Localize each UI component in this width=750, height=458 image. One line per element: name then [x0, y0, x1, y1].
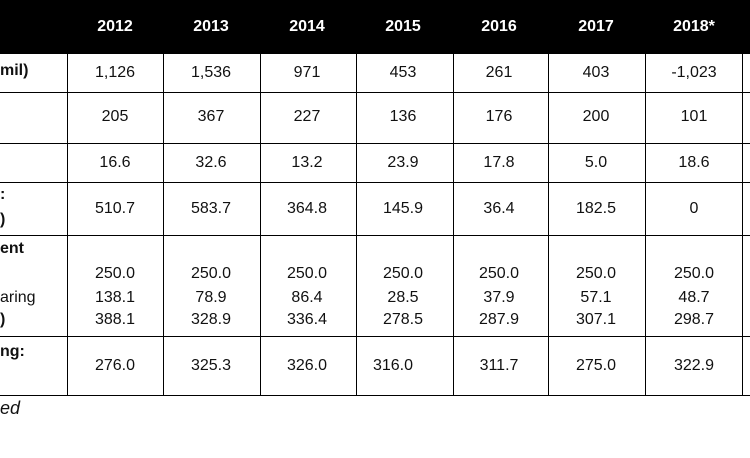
- table-cell: 5.0: [584, 154, 608, 171]
- column-divider: [356, 53, 357, 396]
- table-cell: 227: [293, 108, 321, 125]
- column-divider: [742, 53, 743, 396]
- header-row: [0, 0, 750, 53]
- table-cell: 28.5: [387, 289, 419, 306]
- year-header-2012: 2012: [97, 18, 133, 35]
- table-cell: 145.9: [382, 200, 424, 217]
- year-header-2017: 2017: [578, 18, 614, 35]
- table-cell: 136: [389, 108, 417, 125]
- column-divider: [163, 53, 164, 396]
- table-cell: 307.1: [575, 311, 617, 328]
- row-divider: [0, 395, 750, 396]
- row-divider: [0, 143, 750, 144]
- table-cell: 0: [689, 200, 699, 217]
- column-divider: [67, 53, 68, 396]
- table-cell: 453: [389, 64, 417, 81]
- table-cell: 250.0: [673, 265, 715, 282]
- table-cell: 138.1: [94, 289, 136, 306]
- table-cell: 325.3: [190, 357, 232, 374]
- row-label: ng:: [0, 343, 25, 360]
- table-cell: 250.0: [382, 265, 424, 282]
- table-cell: 278.5: [382, 311, 424, 328]
- table-cell: 23.9: [387, 154, 419, 171]
- row-label: ): [0, 211, 6, 228]
- table-cell: 250.0: [190, 265, 232, 282]
- table-cell: -1,023: [671, 64, 717, 81]
- row-label: aring: [0, 289, 36, 306]
- table-cell: 17.8: [483, 154, 515, 171]
- table-cell: 48.7: [678, 289, 710, 306]
- column-divider: [645, 53, 646, 396]
- table-cell: 1,536: [190, 64, 232, 81]
- table-cell: 328.9: [190, 311, 232, 328]
- table-cell: 250.0: [286, 265, 328, 282]
- table-cell: 364.8: [286, 200, 328, 217]
- table-cell: 86.4: [291, 289, 323, 306]
- table-cell: 583.7: [190, 200, 232, 217]
- row-label: ): [0, 311, 6, 328]
- table-cell: 182.5: [575, 200, 617, 217]
- row-label: ent: [0, 240, 24, 257]
- column-divider: [548, 53, 549, 396]
- table-cell: 322.9: [673, 357, 715, 374]
- table-cell: 971: [293, 64, 321, 81]
- row-label: mil): [0, 62, 29, 79]
- table-cell: 275.0: [575, 357, 617, 374]
- table-cell: 403: [582, 64, 610, 81]
- table-cell: 57.1: [580, 289, 612, 306]
- table-cell: 336.4: [286, 311, 328, 328]
- table-cell: 16.6: [99, 154, 131, 171]
- table-cell: 367: [197, 108, 225, 125]
- table-cell: 261: [485, 64, 513, 81]
- year-header-2015: 2015: [385, 18, 421, 35]
- row-divider: [0, 53, 750, 54]
- year-header-2013: 2013: [193, 18, 229, 35]
- table-cell: 37.9: [483, 289, 515, 306]
- table-cell: 287.9: [478, 311, 520, 328]
- row-label: :: [0, 186, 6, 203]
- table-cell: 1,126: [94, 64, 136, 81]
- table-cell: 326.0: [286, 357, 328, 374]
- table-cell: 18.6: [678, 154, 710, 171]
- table-cell: 250.0: [575, 265, 617, 282]
- table-cell: 311.7: [479, 357, 519, 374]
- table-cell: 36.4: [483, 200, 515, 217]
- table-cell: 250.0: [478, 265, 520, 282]
- table-cell: 298.7: [673, 311, 715, 328]
- column-divider: [260, 53, 261, 396]
- table-cell: 13.2: [291, 154, 323, 171]
- table-cell: 176: [485, 108, 513, 125]
- table-cell: 200: [582, 108, 610, 125]
- table-cell: 32.6: [195, 154, 227, 171]
- table-cell: 250.0: [94, 265, 136, 282]
- column-divider: [453, 53, 454, 396]
- table-cell: 316.0: [372, 357, 414, 374]
- footnote: ed: [0, 398, 21, 418]
- row-divider: [0, 235, 750, 236]
- year-header-2016: 2016: [481, 18, 517, 35]
- year-header-2014: 2014: [289, 18, 325, 35]
- table-cell: 510.7: [94, 200, 136, 217]
- row-divider: [0, 92, 750, 93]
- table-cell: 276.0: [94, 357, 136, 374]
- table-cell: 205: [101, 108, 129, 125]
- row-divider: [0, 336, 750, 337]
- table-cell: 101: [680, 108, 708, 125]
- table-cell: 78.9: [195, 289, 227, 306]
- table-cell: 388.1: [94, 311, 136, 328]
- row-divider: [0, 182, 750, 183]
- year-header-2018: 2018*: [673, 18, 715, 35]
